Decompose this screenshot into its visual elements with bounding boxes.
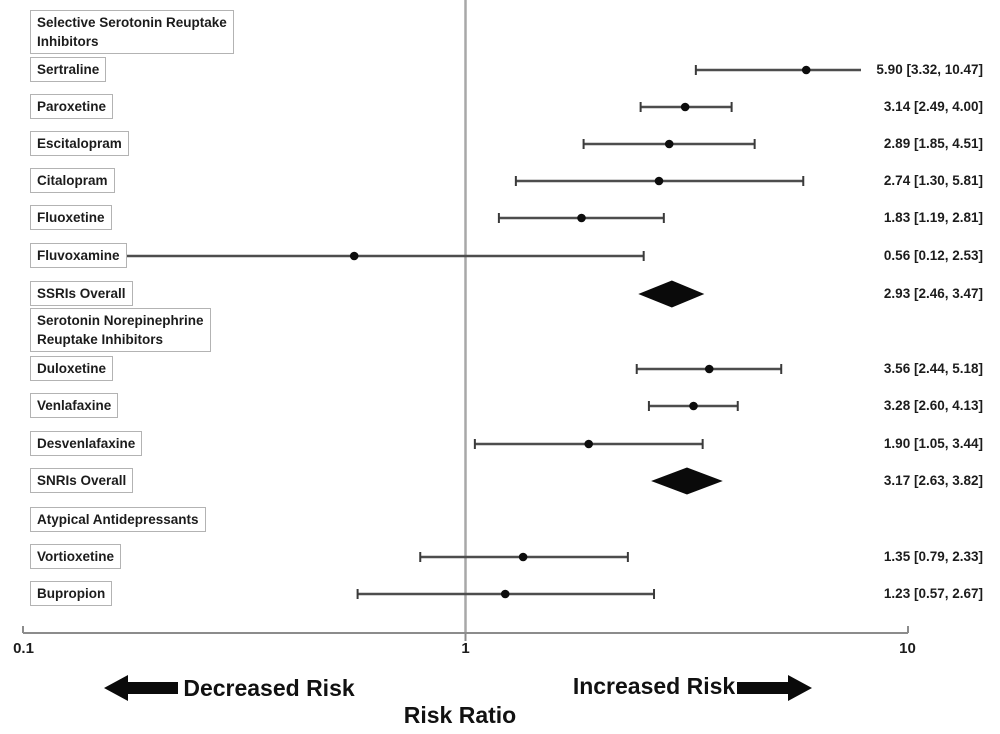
group-header-line: Serotonin Norepinephrine [37,313,204,328]
point-estimate-citalopram [654,176,664,186]
group-header-line: Inhibitors [37,34,99,49]
decreased-risk-arrow-icon [104,675,178,701]
estimate-text-paroxetine: 3.14 [2.49, 4.00] [883,99,983,114]
estimate-text-fluoxetine: 1.83 [1.19, 2.81] [883,210,983,225]
summary-label-snris-overall: SNRIs Overall [30,468,134,493]
group-header-serotonin-norepinephrine-reuptake-inhibitors: Serotonin Norepinephrine Reuptake Inhibit… [30,308,211,352]
drug-label-fluoxetine: Fluoxetine [30,205,112,230]
estimate-text-sertraline: 5.90 [3.32, 10.47] [876,62,983,77]
point-estimate-bupropion [500,589,510,599]
x-axis-title: Risk Ratio [403,702,517,728]
drug-label-venlafaxine: Venlafaxine [30,393,119,418]
point-estimate-fluoxetine [577,213,586,223]
group-header-line: Reuptake Inhibitors [37,332,164,347]
group-header-line: Atypical Antidepressants [37,512,199,527]
point-estimate-venlafaxine [689,401,698,411]
increased-risk-arrow-icon [737,675,812,701]
axis-tick-label-0-1: 0.1 [13,640,34,657]
drug-label-fluvoxamine: Fluvoxamine [30,243,127,268]
summary-diamond-ssris-overall [638,280,705,308]
estimate-text-venlafaxine: 3.28 [2.60, 4.13] [883,398,983,413]
group-header-selective-serotonin-reuptake-inhibitors: Selective Serotonin Reuptake Inhibitors [30,10,234,54]
axis-tick-label-1: 1 [461,640,470,657]
estimate-text-snris-overall: 3.17 [2.63, 3.82] [883,473,983,488]
drug-label-paroxetine: Paroxetine [30,94,114,119]
estimate-text-desvenlafaxine: 1.90 [1.05, 3.44] [883,436,983,451]
point-estimate-fluvoxamine [349,251,359,261]
point-estimate-vortioxetine [518,552,528,562]
drug-label-bupropion: Bupropion [30,581,113,606]
estimate-text-duloxetine: 3.56 [2.44, 5.18] [883,361,983,376]
estimate-text-bupropion: 1.23 [0.57, 2.67] [883,586,983,601]
summary-label-ssris-overall: SSRIs Overall [30,281,133,306]
drug-label-duloxetine: Duloxetine [30,356,114,381]
estimate-text-fluvoxamine: 0.56 [0.12, 2.53] [883,248,983,263]
decreased-risk-label: Decreased Risk [183,675,355,701]
point-estimate-escitalopram [664,139,674,149]
estimate-text-ssris-overall: 2.93 [2.46, 3.47] [883,286,983,301]
increased-risk-label: Increased Risk [572,673,736,699]
group-header-atypical-antidepressants: Atypical Antidepressants [30,507,206,532]
drug-label-vortioxetine: Vortioxetine [30,544,122,569]
point-estimate-sertraline [801,65,811,75]
summary-diamond-snris-overall [651,467,723,495]
drug-label-citalopram: Citalopram [30,168,115,193]
estimate-text-escitalopram: 2.89 [1.85, 4.51] [883,136,983,151]
group-header-line: Selective Serotonin Reuptake [37,15,227,30]
drug-label-sertraline: Sertraline [30,57,107,82]
point-estimate-duloxetine [704,364,714,374]
drug-label-escitalopram: Escitalopram [30,131,129,156]
axis-tick-label-10: 10 [899,640,916,657]
point-estimate-paroxetine [680,102,690,112]
estimate-text-vortioxetine: 1.35 [0.79, 2.33] [883,549,983,564]
drug-label-desvenlafaxine: Desvenlafaxine [30,431,143,456]
point-estimate-desvenlafaxine [584,439,594,449]
estimate-text-citalopram: 2.74 [1.30, 5.81] [883,173,983,188]
